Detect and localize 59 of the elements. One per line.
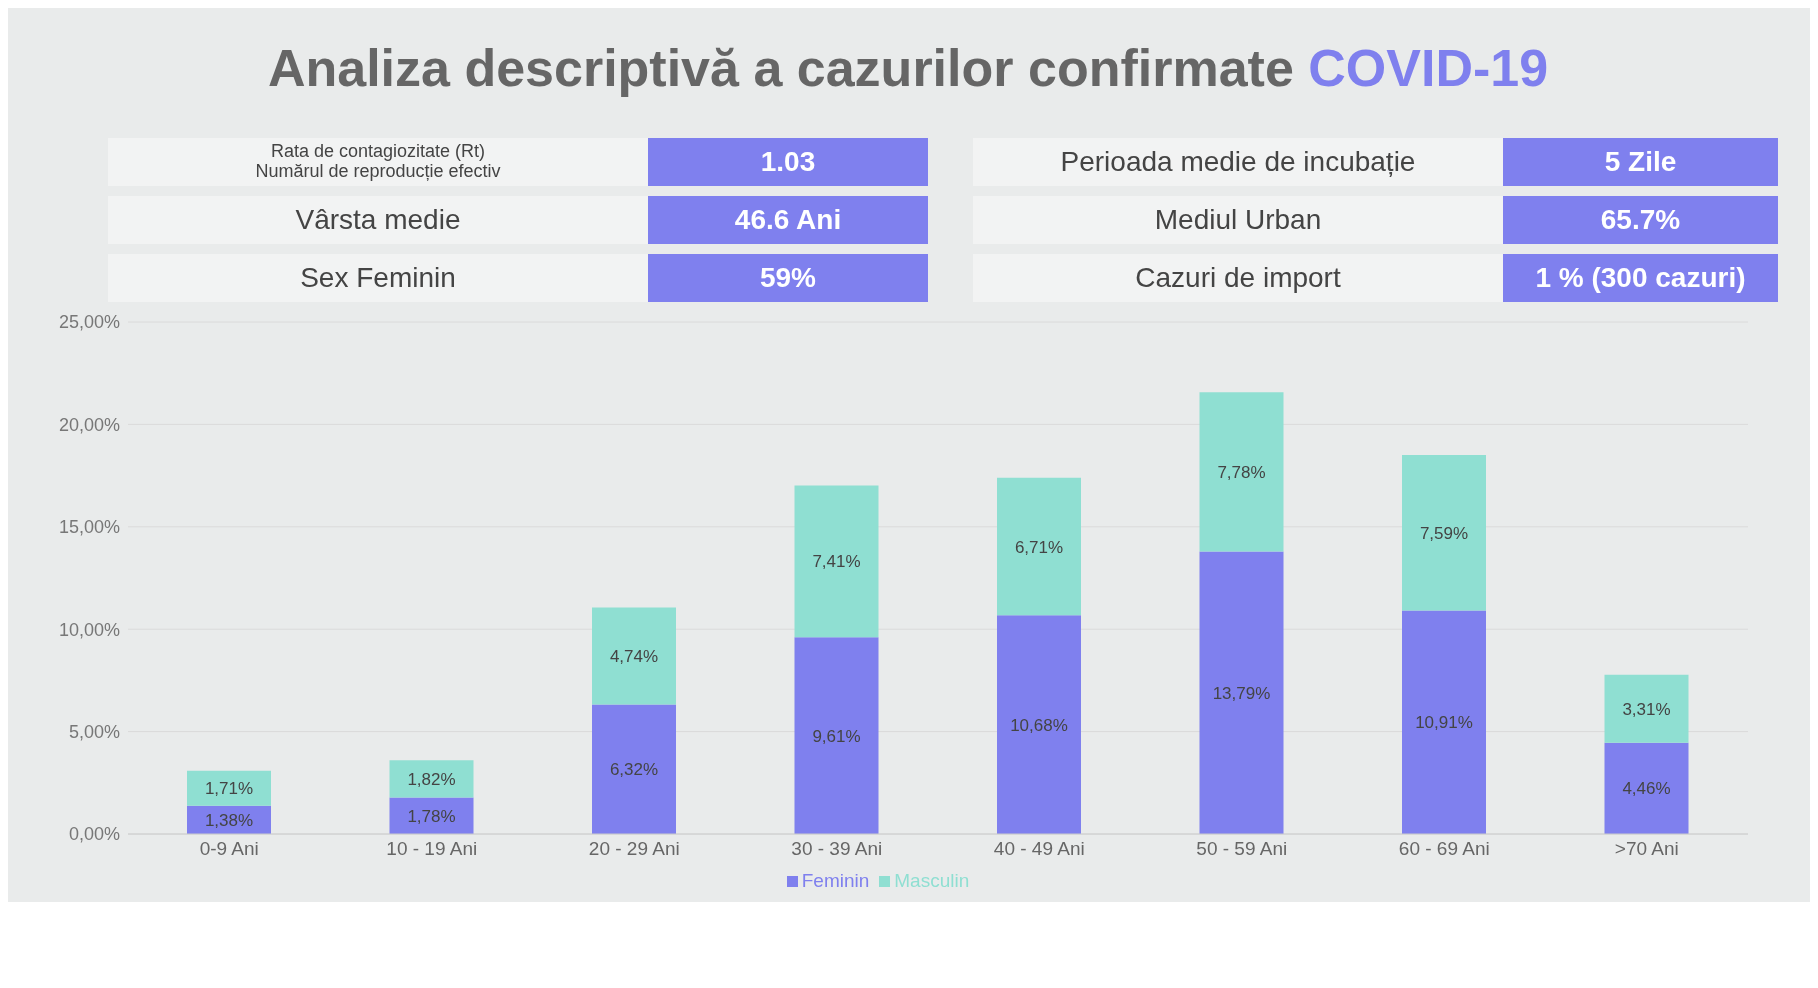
text: Analiza descriptivă a cazurilor confirmate COVID-19 [266, 38, 1550, 99]
text: 46.6 Ani [648, 196, 928, 244]
bar [1604, 674, 1689, 743]
text: 5 Zile [1503, 138, 1778, 186]
text: Sex Feminin [108, 254, 648, 302]
y-tick-label: 15,00% [58, 517, 120, 538]
bar [1199, 392, 1284, 552]
data-label: 7,41% [812, 552, 861, 572]
bar [187, 770, 271, 806]
data-label: 13,79% [1212, 683, 1271, 703]
data-label: 6,71% [1014, 537, 1064, 557]
x-tick-label: 30 - 39 Ani [791, 838, 883, 860]
data-label: 4,46% [1622, 779, 1671, 799]
data-label: 1,38% [204, 810, 254, 830]
data-label: 1,71% [204, 779, 254, 799]
x-tick-label: 50 - 59 Ani [1196, 838, 1288, 860]
bar [997, 477, 1081, 616]
bar [592, 607, 676, 705]
y-tick-label: 25,00% [58, 312, 120, 333]
y-tick-label: 20,00% [58, 414, 120, 435]
data-label: 6,32% [609, 760, 659, 780]
y-tick-label: 5,00% [68, 721, 120, 742]
bar [794, 637, 879, 834]
data-label: 1,82% [407, 769, 456, 789]
bar [592, 704, 676, 834]
bar [1604, 742, 1689, 834]
x-tick-label: 10 - 19 Ani [386, 838, 478, 860]
y-tick-label: 10,00% [58, 619, 120, 640]
data-label: 3,31% [1622, 699, 1671, 719]
data-label: 7,78% [1217, 462, 1266, 482]
text: 1 % (300 cazuri) [1503, 254, 1778, 302]
data-label: 10,91% [1415, 713, 1473, 733]
text: 1.03 [648, 138, 928, 186]
x-tick-label: 20 - 29 Ani [588, 838, 680, 860]
data-label: 1,78% [407, 806, 456, 826]
text: 59% [648, 254, 928, 302]
x-tick-label: 60 - 69 Ani [1398, 838, 1490, 860]
text: Vârsta medie [108, 196, 648, 244]
text: Rata de contagiozitate (Rt) Numărul de reproducție efectiv [108, 138, 648, 186]
x-tick-label: 0-9 Ani [199, 838, 259, 860]
data-label: 10,68% [1010, 715, 1068, 735]
data-label: 7,59% [1419, 523, 1469, 543]
y-tick-label: 0,00% [68, 824, 120, 845]
bar [389, 760, 474, 798]
text: 65.7% [1503, 196, 1778, 244]
bar [1402, 610, 1486, 834]
bar [1402, 455, 1486, 611]
text: Cazuri de import [973, 254, 1503, 302]
bar [794, 485, 879, 638]
x-tick-label: 40 - 49 Ani [993, 838, 1085, 860]
text: Perioada medie de incubație [973, 138, 1503, 186]
bar [997, 615, 1081, 834]
x-tick-label: >70 Ani [1614, 838, 1679, 860]
data-label: 4,74% [609, 647, 659, 667]
data-label: 9,61% [812, 726, 861, 746]
bar [1199, 551, 1284, 834]
legend-label: Feminin [801, 870, 870, 891]
text: Mediul Urban [973, 196, 1503, 244]
legend-label: Masculin [894, 870, 970, 891]
